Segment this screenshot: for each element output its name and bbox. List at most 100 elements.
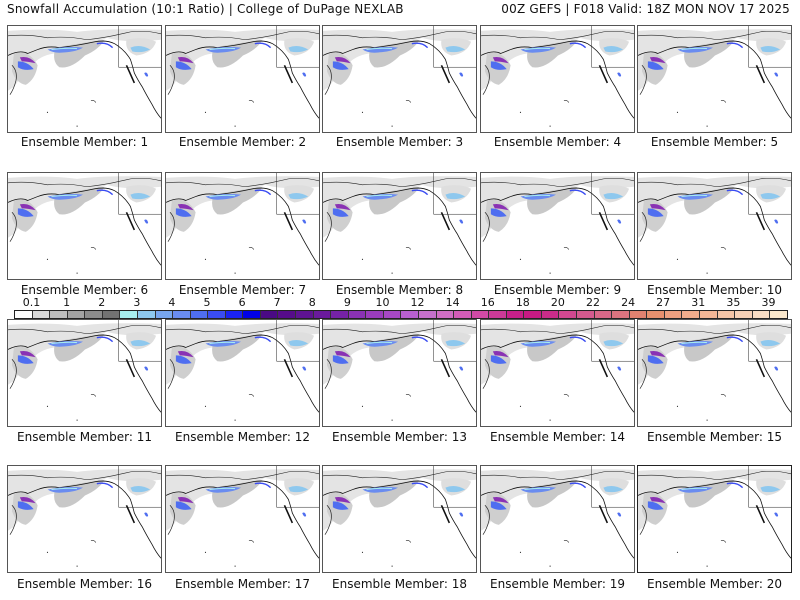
ensemble-panel-11[interactable] <box>7 319 162 427</box>
snowfall-map <box>8 173 161 279</box>
panel-label: Ensemble Member: 19 <box>490 577 625 591</box>
colorbar-segment <box>471 311 490 318</box>
colorbar-segment <box>559 311 577 318</box>
snowfall-map <box>638 320 791 426</box>
ensemble-panel-19[interactable] <box>480 465 635 573</box>
colorbar-segment <box>102 311 121 318</box>
snowfall-map <box>481 466 634 572</box>
colorbar-segment <box>296 311 314 318</box>
colorbar-segment <box>647 311 665 318</box>
colorbar-segment <box>243 311 261 318</box>
colorbar-labels: 0.1 1 2 3 4 5 6 7 8 9 10 12 14 16 18 20 22 24 27 31 35 39 <box>14 296 786 309</box>
colorbar-segment <box>612 311 630 318</box>
chart-title: Snowfall Accumulation (10:1 Ratio) | Col… <box>7 2 404 16</box>
ensemble-panel-10[interactable] <box>637 172 792 280</box>
colorbar-tick-label: 24 <box>621 296 636 309</box>
colorbar-tick-label: 6 <box>238 296 246 309</box>
colorbar-tick-label: 5 <box>203 296 211 309</box>
snowfall-map <box>323 173 476 279</box>
panel-label: Ensemble Member: 18 <box>332 577 467 591</box>
colorbar-segment <box>489 311 507 318</box>
colorbar-segment <box>190 311 209 318</box>
colorbar-tick-label: 35 <box>726 296 741 309</box>
ensemble-panel-2[interactable] <box>165 25 320 133</box>
colorbar-segment <box>401 311 419 318</box>
panel-label: Ensemble Member: 6 <box>20 283 149 297</box>
colorbar-segment <box>770 311 787 318</box>
ensemble-panel-20[interactable] <box>637 465 792 573</box>
snowfall-map <box>481 26 634 132</box>
panel-label: Ensemble Member: 15 <box>647 430 782 444</box>
colorbar-segment <box>524 311 542 318</box>
ensemble-panel-8[interactable] <box>322 172 477 280</box>
colorbar-segment <box>506 311 525 318</box>
colorbar-tick-label: 20 <box>550 296 565 309</box>
panel-label: Ensemble Member: 8 <box>335 283 464 297</box>
ensemble-panel-17[interactable] <box>165 465 320 573</box>
colorbar-tick-label: 12 <box>410 296 425 309</box>
colorbar-segment <box>664 311 683 318</box>
ensemble-panel-14[interactable] <box>480 319 635 427</box>
ensemble-panel-12[interactable] <box>165 319 320 427</box>
panel-label: Ensemble Member: 20 <box>647 577 782 591</box>
colorbar-segment <box>225 311 244 318</box>
colorbar-tick-label: 22 <box>586 296 600 309</box>
panel-label: Ensemble Member: 16 <box>17 577 152 591</box>
colorbar-tick-label: 18 <box>515 296 530 309</box>
colorbar-segment <box>15 311 33 318</box>
colorbar-segment <box>366 311 384 318</box>
panel-label: Ensemble Member: 4 <box>493 135 622 149</box>
colorbar-segment <box>541 311 560 318</box>
colorbar-segment <box>208 311 226 318</box>
panel-label: Ensemble Member: 11 <box>17 430 152 444</box>
ensemble-panel-13[interactable] <box>322 319 477 427</box>
colorbar-segment <box>594 311 613 318</box>
colorbar-tick-label: 4 <box>168 296 176 309</box>
panel-label: Ensemble Member: 9 <box>493 283 622 297</box>
panel-label: Ensemble Member: 10 <box>647 283 782 297</box>
ensemble-panel-9[interactable] <box>480 172 635 280</box>
snowfall-map <box>166 26 319 132</box>
colorbar-tick-label: 8 <box>308 296 316 309</box>
snowfall-map <box>638 26 791 132</box>
ensemble-panel-3[interactable] <box>322 25 477 133</box>
colorbar-tick-label: 9 <box>343 296 351 309</box>
snowfall-map <box>8 26 161 132</box>
panel-label: Ensemble Member: 17 <box>175 577 310 591</box>
colorbar-tick-label: 10 <box>375 296 390 309</box>
colorbar-segment <box>735 311 753 318</box>
ensemble-panel-4[interactable] <box>480 25 635 133</box>
colorbar-tick-label: 7 <box>273 296 281 309</box>
ensemble-panel-6[interactable] <box>7 172 162 280</box>
colorbar-segment <box>699 311 718 318</box>
snowfall-map <box>166 320 319 426</box>
colorbar-segment <box>629 311 648 318</box>
ensemble-panel-5[interactable] <box>637 25 792 133</box>
panel-label: Ensemble Member: 1 <box>20 135 149 149</box>
panel-label: Ensemble Member: 2 <box>178 135 307 149</box>
ensemble-panel-15[interactable] <box>637 319 792 427</box>
panel-label: Ensemble Member: 14 <box>490 430 625 444</box>
colorbar-segment <box>348 311 367 318</box>
colorbar-segment <box>278 311 296 318</box>
panel-label: Ensemble Member: 7 <box>178 283 307 297</box>
ensemble-panel-1[interactable] <box>7 25 162 133</box>
snowfall-map <box>166 466 319 572</box>
snowfall-map <box>8 466 161 572</box>
ensemble-panel-16[interactable] <box>7 465 162 573</box>
ensemble-panel-7[interactable] <box>165 172 320 280</box>
colorbar-segment <box>32 311 51 318</box>
colorbar-segment <box>85 311 103 318</box>
colorbar-tick-label: 16 <box>480 296 495 309</box>
ensemble-panel-18[interactable] <box>322 465 477 573</box>
colorbar-segment <box>120 311 138 318</box>
snowfall-map <box>481 320 634 426</box>
colorbar-segment <box>383 311 402 318</box>
colorbar-segment <box>577 311 595 318</box>
colorbar-segment <box>260 311 279 318</box>
colorbar-segment <box>418 311 437 318</box>
colorbar-segment <box>752 311 771 318</box>
snowfall-map <box>166 173 319 279</box>
panel-label: Ensemble Member: 3 <box>335 135 464 149</box>
colorbar-segment <box>155 311 174 318</box>
